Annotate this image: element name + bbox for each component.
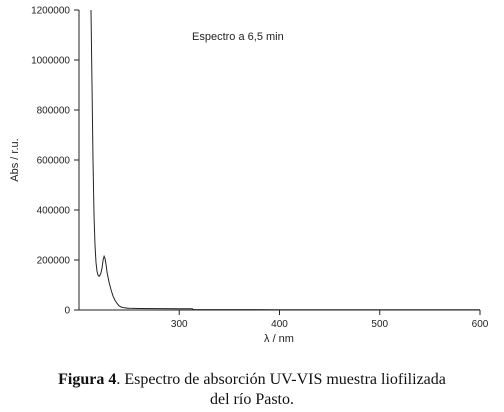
- x-axis-title: λ / nm: [264, 333, 294, 345]
- x-tick-label: 600: [472, 319, 489, 330]
- y-tick-label: 800000: [37, 106, 71, 117]
- x-tick-label: 300: [171, 319, 188, 330]
- y-tick-label: 0: [64, 306, 70, 317]
- y-tick-label: 200000: [37, 256, 71, 267]
- caption-label: Figura 4: [58, 371, 117, 388]
- series-line: [90, 9, 480, 311]
- y-tick-label: 1000000: [31, 56, 70, 67]
- figure-caption-line-2: del río Pasto.: [210, 391, 294, 408]
- plot-frame: [78, 10, 480, 311]
- figure-caption: Figura 4. Espectro de absorción UV-VIS m…: [0, 370, 504, 390]
- y-tick-label: 1200000: [31, 6, 70, 17]
- chart: 020000040000060000080000010000001200000 …: [9, 6, 489, 346]
- x-tick-label: 400: [271, 319, 288, 330]
- x-ticks: 300 400 500 600: [171, 310, 489, 330]
- chart-annotation: Espectro a 6,5 min: [192, 31, 284, 43]
- x-tick-label: 500: [371, 319, 388, 330]
- y-ticks: 0 200000 400000 600000 800000 1000000 1200000: [31, 6, 79, 317]
- y-axis-title: Abs / r.u.: [9, 138, 21, 181]
- y-tick-label: 600000: [37, 156, 71, 167]
- caption-text: . Espectro de absorción UV-VIS muestra l…: [116, 371, 446, 388]
- y-tick-label: 400000: [37, 206, 71, 217]
